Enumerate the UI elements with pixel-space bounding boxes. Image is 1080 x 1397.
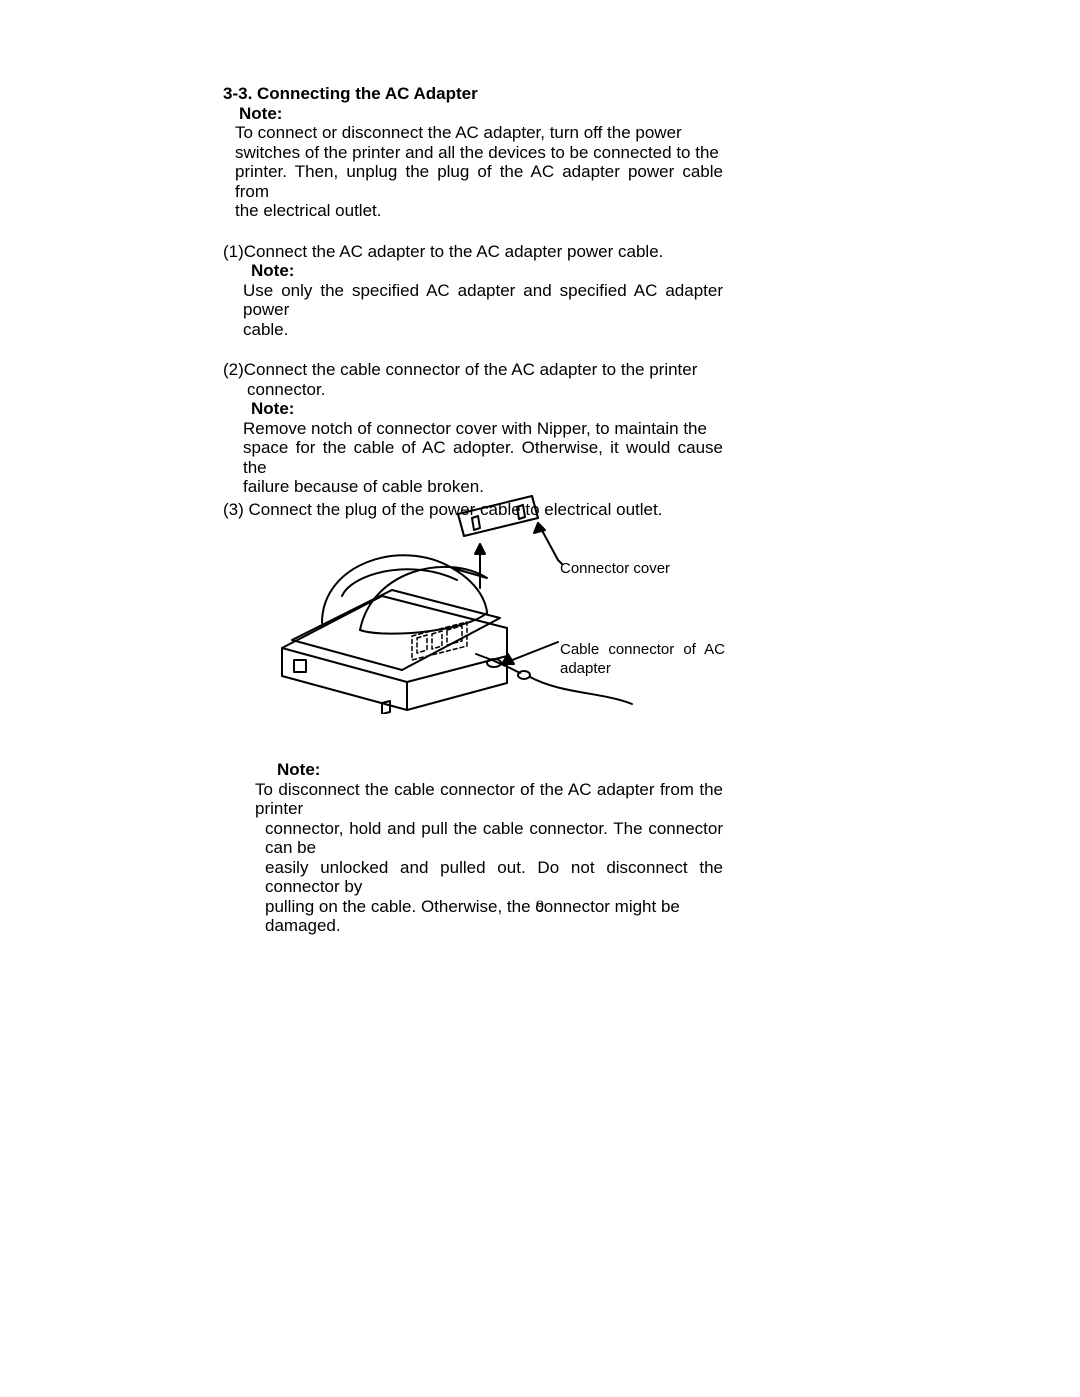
step1-note-label: Note:	[251, 261, 723, 281]
text-line: Remove notch of connector cover with Nip…	[243, 419, 723, 439]
figure-label-connector-cover: Connector cover	[560, 560, 670, 577]
figure	[262, 478, 742, 714]
step1-note-body: Use only the specified AC adapter and sp…	[243, 281, 723, 340]
printer-diagram-svg	[262, 478, 742, 714]
text-line: To connect or disconnect the AC adapter,…	[235, 123, 723, 143]
section-heading: 3-3. Connecting the AC Adapter	[223, 84, 723, 104]
note-label: Note:	[277, 760, 723, 780]
document-page: 3-3. Connecting the AC Adapter Note: To …	[0, 0, 1080, 1397]
text-line: Use only the specified AC adapter and sp…	[243, 281, 723, 320]
text-line: switches of the printer and all the devi…	[235, 143, 723, 163]
text-line: Cable connector of AC	[560, 641, 725, 658]
figure-label-cable-connector: Cable connector of AC adapter	[560, 640, 725, 678]
step2-line1: (2)Connect the cable connector of the AC…	[223, 360, 723, 380]
page-number: 9	[0, 898, 1080, 916]
note-label: Note:	[239, 104, 723, 124]
text-line: adapter	[560, 660, 611, 677]
text-line: cable.	[243, 320, 723, 340]
text-line: connector, hold and pull the cable conne…	[265, 819, 723, 858]
step1-line: (1)Connect the AC adapter to the AC adap…	[223, 242, 723, 262]
intro-paragraph: To connect or disconnect the AC adapter,…	[235, 123, 723, 221]
text-line: the electrical outlet.	[235, 201, 723, 221]
step2-note-label: Note:	[251, 399, 723, 419]
text-line: easily unlocked and pulled out. Do not d…	[265, 858, 723, 897]
text-line: printer. Then, unplug the plug of the AC…	[235, 162, 723, 201]
text-line: To disconnect the cable connector of the…	[255, 780, 723, 819]
step2-line2: connector.	[247, 380, 723, 400]
text-line: space for the cable of AC adopter. Other…	[243, 438, 723, 477]
bottom-note-rest: connector, hold and pull the cable conne…	[265, 819, 723, 936]
content-block: 3-3. Connecting the AC Adapter Note: To …	[223, 84, 723, 519]
